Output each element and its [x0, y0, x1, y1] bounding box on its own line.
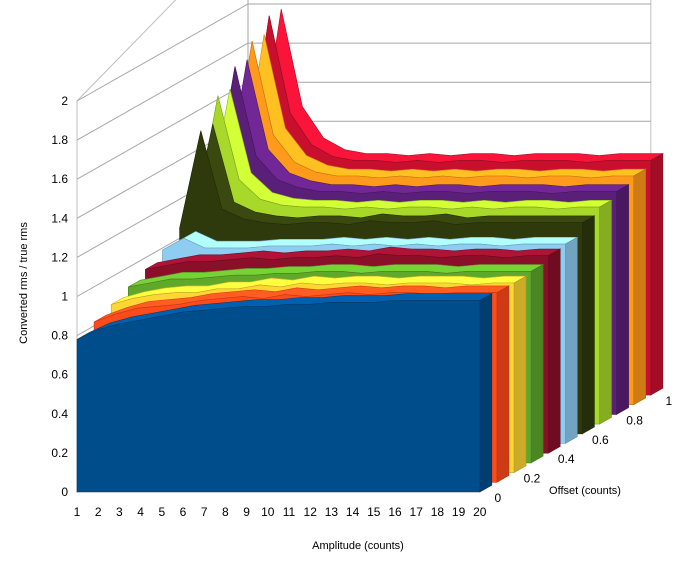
axes-layer: 00.20.40.60.811.21.41.61.821 2 3 4 5 6 7 8 9 10 11… — [51, 94, 672, 519]
z-tick-label-0.2: 0.2 — [524, 472, 541, 486]
series-end-face — [496, 285, 510, 483]
z-tick-label-0.6: 0.6 — [592, 433, 609, 447]
x-tick-label-6: 6 — [180, 505, 187, 519]
z-axis-title: Offset (counts) — [549, 485, 621, 497]
series-end-face — [582, 215, 595, 435]
x-tick-label-12: 12 — [304, 505, 318, 519]
x-tick-label-1: 1 — [74, 505, 81, 519]
y-tick-label-1.4: 1.4 — [51, 211, 68, 225]
series-end-face — [547, 248, 561, 454]
series-end-face — [479, 293, 493, 493]
x-tick-label-2: 2 — [95, 505, 102, 519]
x-tick-label-18: 18 — [431, 505, 445, 519]
x-tick-label-20: 20 — [473, 505, 487, 519]
x-axis-title: Amplitude (counts) — [312, 540, 404, 552]
x-tick-label-10: 10 — [261, 505, 275, 519]
x-tick-label-7: 7 — [201, 505, 208, 519]
series-layer — [76, 8, 664, 493]
series-end-face — [530, 263, 544, 464]
y-axis-title: Converted rms / true rms — [18, 222, 30, 344]
x-tick-label-5: 5 — [158, 505, 165, 519]
x-tick-label-14: 14 — [346, 505, 360, 519]
z-tick-label-0: 0 — [494, 491, 501, 505]
x-tick-label-15: 15 — [367, 505, 381, 519]
y-tick-label-1.8: 1.8 — [51, 133, 68, 147]
series-end-face — [513, 275, 527, 474]
x-tick-label-16: 16 — [388, 505, 402, 519]
y-tick-label-0.6: 0.6 — [51, 368, 68, 382]
y-tick-label-0: 0 — [61, 485, 68, 499]
series-end-face — [616, 184, 629, 415]
x-tick-label-11: 11 — [283, 505, 296, 519]
y-tick-label-0.2: 0.2 — [51, 446, 68, 460]
series-end-face — [633, 168, 647, 406]
series-offset-0 — [76, 293, 493, 493]
series-area — [76, 300, 481, 493]
z-tick-label-1: 1 — [665, 394, 672, 408]
x-tick-label-17: 17 — [410, 505, 424, 519]
z-tick-label-0.8: 0.8 — [626, 413, 643, 427]
x-tick-label-4: 4 — [137, 505, 144, 519]
x-tick-label-9: 9 — [243, 505, 250, 519]
series-end-face — [564, 236, 578, 445]
x-tick-label-3: 3 — [116, 505, 123, 519]
y-tick-label-1: 1 — [61, 290, 68, 304]
y-tick-label-0.4: 0.4 — [51, 407, 68, 421]
x-tick-label-13: 13 — [325, 505, 339, 519]
y-tick-label-1.2: 1.2 — [51, 250, 68, 264]
z-tick-label-0.4: 0.4 — [558, 452, 575, 466]
series-end-face — [599, 199, 612, 425]
x-tick-label-8: 8 — [222, 505, 229, 519]
y-tick-label-0.8: 0.8 — [51, 329, 68, 343]
y-tick-label-1.6: 1.6 — [51, 172, 68, 186]
y-tick-label-2: 2 — [61, 94, 68, 108]
x-tick-label-19: 19 — [452, 505, 466, 519]
series-end-face — [650, 153, 664, 396]
